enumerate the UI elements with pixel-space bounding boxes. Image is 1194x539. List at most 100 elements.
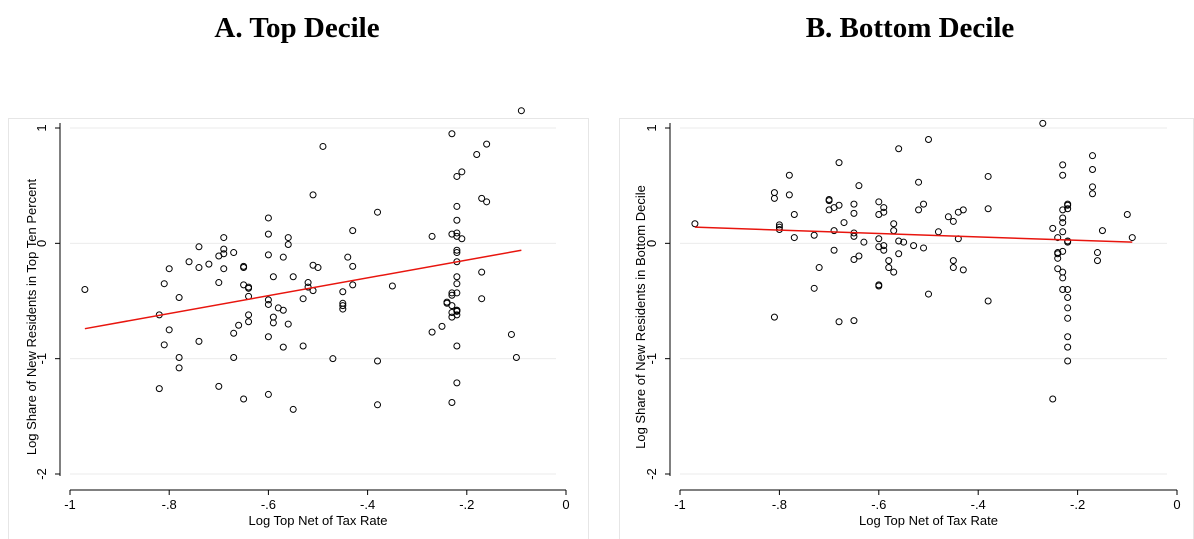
data-point [1059,219,1067,227]
data-point [517,107,525,115]
data-point [770,194,778,202]
data-point [959,266,967,274]
data-point [81,285,89,293]
x-axis-label: Log Top Net of Tax Rate [248,513,387,528]
data-point [815,264,823,272]
data-point [195,337,203,345]
data-point [220,265,228,273]
data-point [860,238,868,246]
data-point [374,208,382,216]
panel-b-chart: -2 -1 0 1 -1 -.8 -.6 -.4 -.2 0 Log Top Net of Tax … [619,118,1194,539]
data-point [453,172,461,180]
data-point [453,280,461,288]
x-tick-label: 0 [1173,497,1180,512]
data-point [240,262,248,270]
data-point [264,230,272,238]
x-axis-label: Log Top Net of Tax Rate [859,513,998,528]
data-point [264,390,272,398]
data-point [850,317,858,325]
data-point [810,231,818,239]
data-point [875,281,883,289]
data-point [1064,237,1072,245]
data-point [1064,357,1072,365]
data-point [785,191,793,199]
data-point [840,219,848,227]
data-point [1064,200,1072,208]
data-point [349,227,357,235]
data-point [1089,166,1097,174]
data-point [1128,234,1136,242]
data-point [205,260,213,268]
data-point [240,395,248,403]
data-point [453,342,461,350]
data-point [289,273,297,281]
data-point [453,273,461,281]
data-point [1123,211,1131,218]
data-point [1059,161,1067,169]
chart-frame [619,118,1194,539]
data-point [230,354,238,362]
data-point [1064,333,1072,341]
data-point [483,140,491,148]
data-point [165,326,173,334]
data-point [478,268,486,276]
data-point [279,343,287,351]
data-point [1049,395,1057,403]
data-point [165,265,173,273]
data-point [349,262,357,270]
data-point [895,237,903,245]
data-point [835,159,843,167]
data-point [264,300,272,308]
data-point [453,246,461,254]
data-point [264,214,272,222]
x-tick-label: -.8 [772,497,787,512]
data-point [284,234,292,242]
data-point [835,318,843,326]
data-point [235,321,243,329]
y-tick-label: -1 [34,353,49,365]
data-point [790,211,798,218]
data-point [304,279,312,287]
data-point [949,257,957,265]
data-point [245,318,253,326]
data-point [299,295,307,303]
x-tick-label: -.8 [162,497,177,512]
data-point [220,250,228,258]
data-point [915,206,923,214]
data-point [920,244,928,252]
data-point [220,245,228,253]
data-point [512,354,520,362]
data-point [453,202,461,210]
data-point [339,305,347,313]
data-point [264,251,272,259]
data-point [880,242,888,250]
data-point [453,379,461,387]
data-point [850,255,858,263]
data-point [448,130,456,138]
data-point [284,320,292,328]
data-point [478,194,486,202]
data-point [1093,249,1101,257]
data-point [264,296,272,304]
panel-a-title: A. Top Decile [214,12,380,44]
data-point [185,258,193,266]
data-point [230,329,238,337]
data-point [314,264,322,272]
data-point [770,313,778,321]
data-point [875,235,883,243]
data-point [448,291,456,299]
data-point [195,264,203,272]
data-point [245,283,253,291]
data-point [483,198,491,206]
x-tick-label: -1 [674,497,686,512]
data-point [428,232,436,240]
data-point [284,240,292,248]
data-point [304,283,312,291]
data-point [1054,250,1062,258]
data-point [984,172,992,180]
data-point [374,357,382,365]
data-point [309,191,317,199]
data-point [160,280,168,288]
data-point [830,246,838,254]
data-point [1054,234,1062,242]
